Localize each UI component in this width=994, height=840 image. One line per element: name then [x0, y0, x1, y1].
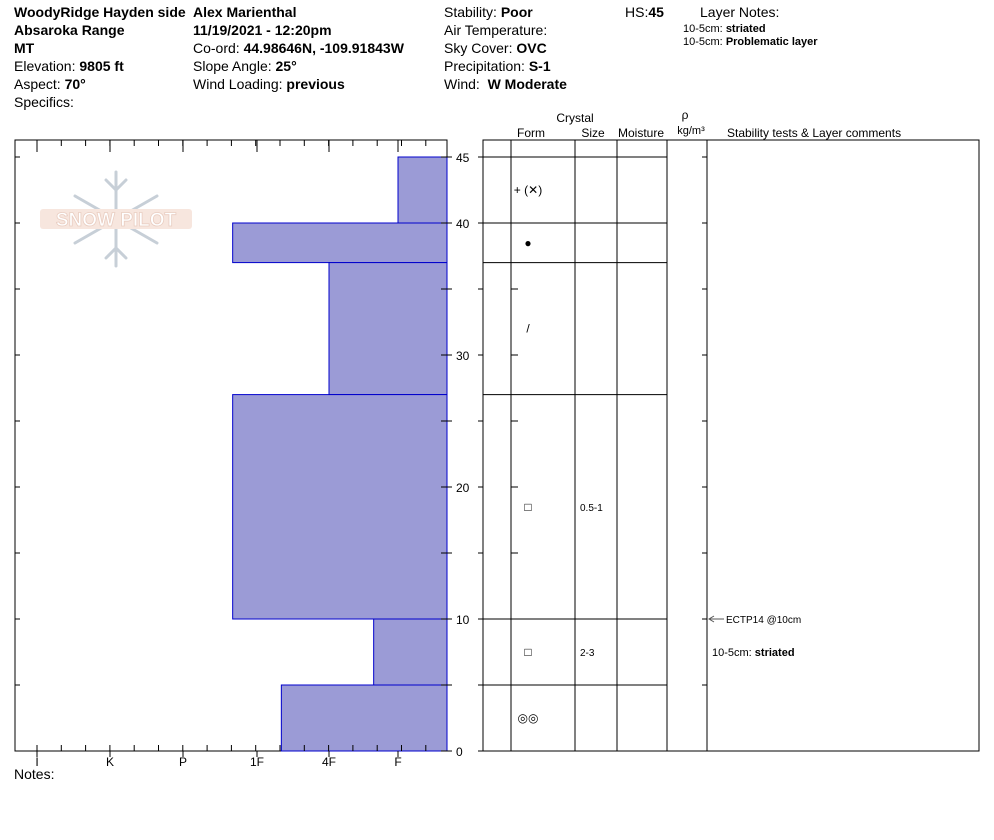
notes-label: Notes: — [14, 766, 55, 782]
location-name: WoodyRidge Hayden side — [14, 4, 186, 20]
y-tick-label: 45 — [456, 151, 470, 165]
hardness-bar — [373, 618, 448, 686]
y-tick-label: 20 — [456, 481, 470, 495]
hardness-bar — [280, 684, 448, 752]
density-unit: kg/m³ — [677, 125, 705, 137]
x-tick-label: I — [35, 755, 38, 769]
y-tick-label: 0 — [456, 745, 463, 759]
layer-table — [482, 139, 980, 752]
hardness-bar — [328, 262, 448, 396]
layer-note-2: 10-5cm: Problematic layer — [683, 36, 818, 48]
snowpilot-logo-text: SNOW PILOT — [56, 210, 177, 231]
wind-loading: Wind Loading: previous — [193, 76, 345, 92]
x-tick-label: K — [106, 755, 114, 769]
size-header: Size — [581, 126, 605, 140]
air-temperature: Air Temperature: — [444, 22, 548, 38]
test-arrowhead — [708, 615, 715, 623]
test-result: ECTP14 @10cm — [726, 615, 801, 626]
y-tick-label: 10 — [456, 613, 470, 627]
range-name: Absaroka Range — [14, 22, 125, 38]
hardness-bar — [397, 156, 448, 224]
x-tick-label: 4F — [322, 755, 336, 769]
layer-notes-label: Layer Notes: — [700, 4, 780, 20]
layer-note-1: 10-5cm: striated — [683, 23, 766, 35]
faceted-icon: □ — [524, 500, 531, 514]
precipitation: Precipitation: S-1 — [444, 58, 551, 74]
crystal-header: Crystal — [556, 111, 593, 125]
x-tick-label: P — [179, 755, 187, 769]
precip-particles-icon: + (✕) — [514, 183, 542, 197]
coordinates: Co-ord: 44.98646N, -109.91843W — [193, 40, 404, 56]
moisture-header: Moisture — [618, 126, 664, 140]
state-name: MT — [14, 40, 35, 56]
comments-header: Stability tests & Layer comments — [727, 126, 901, 140]
elevation: Elevation: 9805 ft — [14, 58, 124, 74]
stability: Stability: Poor — [444, 4, 533, 20]
observer-name: Alex Marienthal — [193, 4, 297, 20]
sky-cover: Sky Cover: OVC — [444, 40, 547, 56]
y-tick-label: 30 — [456, 349, 470, 363]
hardness-bar — [232, 394, 448, 620]
decomposing-icon: / — [526, 322, 530, 336]
snowpilot-logo: SNOW PILOT — [40, 170, 192, 268]
observation-datetime: 11/19/2021 - 12:20pm — [193, 22, 332, 38]
hardness-bar — [232, 222, 448, 264]
faceted-icon: □ — [524, 645, 531, 659]
aspect: Aspect: 70° — [14, 76, 86, 92]
melt-freeze-icon: ◎◎ — [518, 711, 539, 725]
x-tick-label: 1F — [250, 755, 264, 769]
density-symbol: ρ — [682, 108, 689, 122]
snow-height: HS:45 — [625, 4, 664, 20]
x-tick-label: F — [394, 755, 401, 769]
slope-angle: Slope Angle: 25° — [193, 58, 297, 74]
wind: Wind: W Moderate — [444, 76, 567, 92]
form-header: Form — [517, 126, 545, 140]
layer-comment: 10-5cm: striated — [712, 647, 795, 659]
specifics: Specifics: — [14, 94, 74, 110]
melt-form-icon: ● — [524, 236, 531, 250]
y-tick-label: 40 — [456, 217, 470, 231]
grain-size: 2-3 — [580, 648, 595, 659]
grain-size: 0.5-1 — [580, 503, 603, 514]
